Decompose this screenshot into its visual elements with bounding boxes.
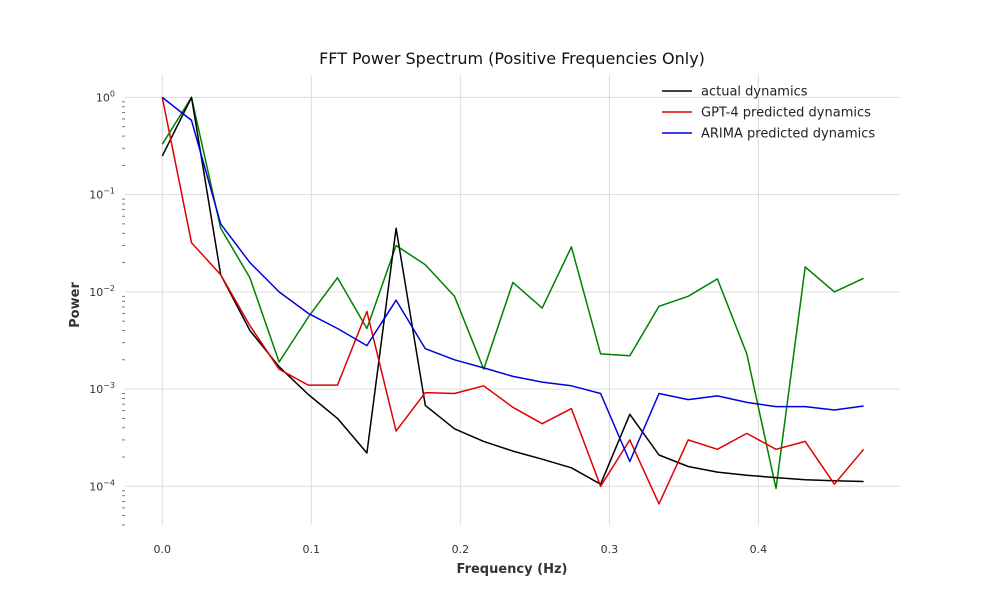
legend: actual dynamics GPT-4 predicted dynamics A…	[662, 85, 875, 142]
y-tick-label: 10−3	[89, 381, 115, 396]
legend-entry: ARIMA predicted dynamics	[701, 127, 875, 142]
grid	[125, 75, 900, 525]
x-tick-label: 0.0	[154, 543, 172, 556]
x-tick-label: 0.1	[303, 543, 321, 556]
y-tick-label: 100	[96, 89, 115, 104]
series-lines	[161, 96, 865, 505]
series-line-arima-predicted-dynamics	[161, 96, 864, 463]
x-tick-label: 0.4	[750, 543, 768, 556]
x-axis-ticks: 0.0 0.1 0.2 0.3 0.4	[154, 543, 768, 556]
series-line-unlabeled	[161, 96, 864, 490]
series-line-actual-dynamics	[161, 96, 864, 485]
y-axis-ticks: 10−4 10−3 10−2 10−1 100	[89, 89, 125, 526]
series-line-gpt-4-predicted-dynamics	[161, 97, 865, 505]
y-tick-label: 10−2	[89, 284, 115, 299]
y-tick-label: 10−4	[89, 478, 115, 493]
x-tick-label: 0.3	[601, 543, 619, 556]
y-axis-label: Power	[68, 282, 83, 328]
y-tick-label: 10−1	[89, 187, 115, 202]
legend-entry: actual dynamics	[701, 85, 808, 100]
x-tick-label: 0.2	[452, 543, 470, 556]
legend-entry: GPT-4 predicted dynamics	[701, 106, 871, 121]
chart-title: FFT Power Spectrum (Positive Frequencies…	[319, 49, 705, 68]
x-axis-label: Frequency (Hz)	[457, 562, 568, 577]
